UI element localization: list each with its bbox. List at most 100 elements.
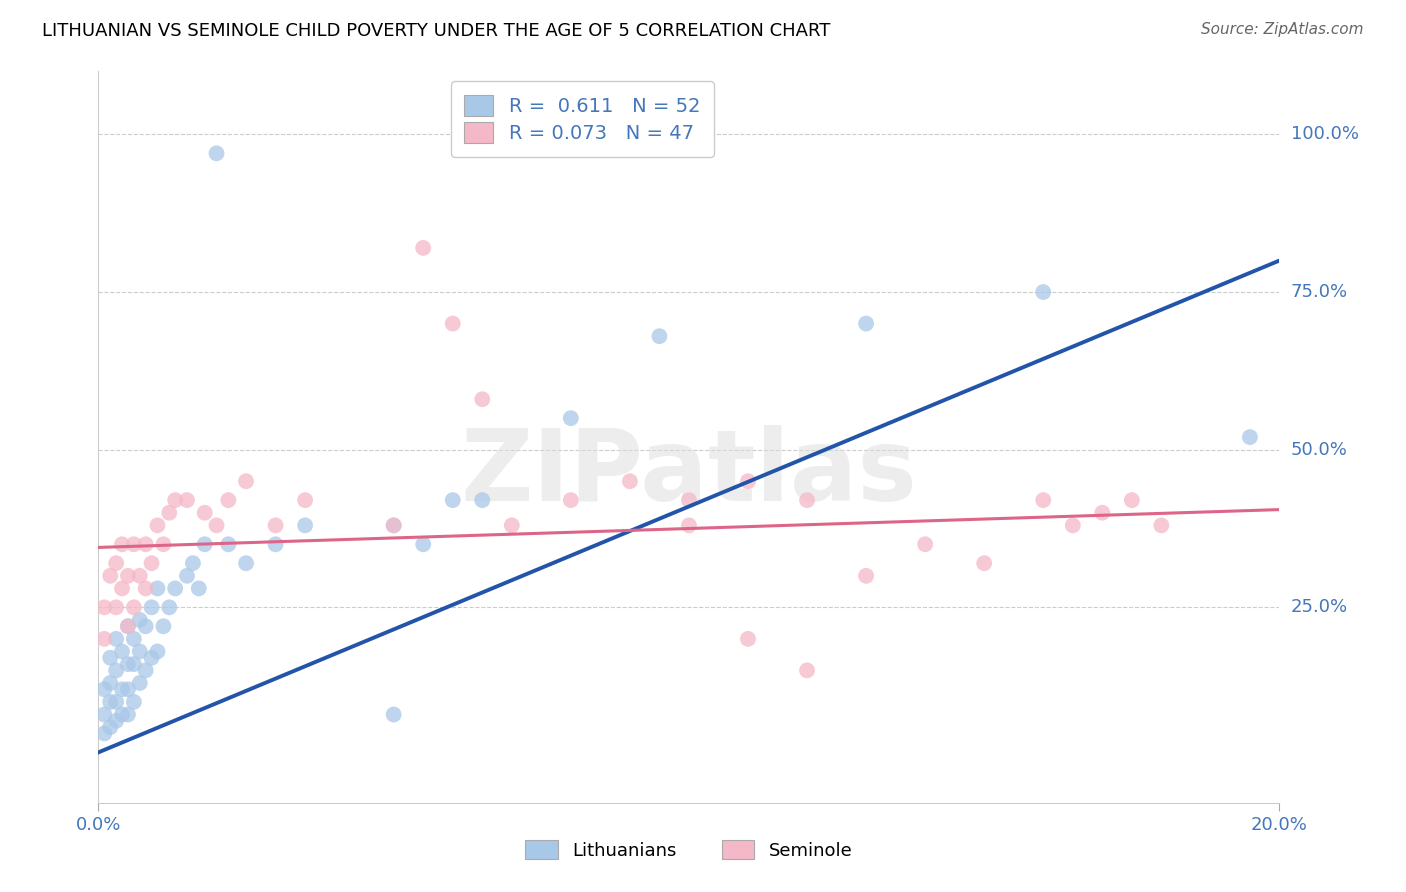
- Point: [796, 664, 818, 678]
- Point: [294, 518, 316, 533]
- Point: [111, 537, 134, 551]
- Text: Source: ZipAtlas.com: Source: ZipAtlas.com: [1201, 22, 1364, 37]
- Point: [471, 493, 494, 508]
- Point: [111, 582, 134, 596]
- Point: [217, 493, 239, 508]
- Point: [141, 556, 163, 570]
- Point: [560, 493, 582, 508]
- Point: [122, 600, 145, 615]
- Point: [264, 537, 287, 551]
- Text: 75.0%: 75.0%: [1291, 283, 1348, 301]
- Point: [217, 537, 239, 551]
- Point: [973, 556, 995, 570]
- Point: [146, 582, 169, 596]
- Point: [135, 537, 157, 551]
- Point: [111, 682, 134, 697]
- Point: [93, 632, 115, 646]
- Point: [98, 720, 121, 734]
- Point: [235, 556, 257, 570]
- Point: [128, 644, 150, 658]
- Text: 25.0%: 25.0%: [1291, 599, 1348, 616]
- Point: [105, 714, 128, 728]
- Point: [105, 695, 128, 709]
- Point: [117, 707, 139, 722]
- Point: [98, 676, 121, 690]
- Point: [141, 650, 163, 665]
- Point: [181, 556, 204, 570]
- Point: [117, 657, 139, 671]
- Point: [914, 537, 936, 551]
- Point: [157, 600, 180, 615]
- Point: [382, 518, 405, 533]
- Point: [412, 537, 434, 551]
- Point: [98, 695, 121, 709]
- Point: [122, 537, 145, 551]
- Point: [205, 146, 228, 161]
- Point: [93, 600, 115, 615]
- Point: [737, 474, 759, 488]
- Point: [441, 493, 464, 508]
- Point: [294, 493, 316, 508]
- Point: [560, 411, 582, 425]
- Point: [93, 726, 115, 740]
- Point: [264, 518, 287, 533]
- Point: [187, 582, 209, 596]
- Point: [105, 664, 128, 678]
- Point: [382, 707, 405, 722]
- Point: [648, 329, 671, 343]
- Text: 50.0%: 50.0%: [1291, 441, 1347, 458]
- Point: [382, 518, 405, 533]
- Point: [205, 518, 228, 533]
- Point: [796, 493, 818, 508]
- Point: [441, 317, 464, 331]
- Point: [117, 619, 139, 633]
- Point: [128, 569, 150, 583]
- Point: [98, 650, 121, 665]
- Point: [194, 506, 217, 520]
- Point: [146, 644, 169, 658]
- Point: [1091, 506, 1114, 520]
- Text: 100.0%: 100.0%: [1291, 126, 1358, 144]
- Point: [141, 600, 163, 615]
- Point: [1032, 285, 1054, 299]
- Point: [737, 632, 759, 646]
- Legend: Lithuanians, Seminole: Lithuanians, Seminole: [519, 833, 859, 867]
- Point: [619, 474, 641, 488]
- Point: [117, 682, 139, 697]
- Point: [117, 569, 139, 583]
- Point: [135, 664, 157, 678]
- Point: [176, 493, 198, 508]
- Point: [678, 518, 700, 533]
- Point: [111, 707, 134, 722]
- Point: [122, 632, 145, 646]
- Point: [1032, 493, 1054, 508]
- Point: [93, 682, 115, 697]
- Point: [1121, 493, 1143, 508]
- Text: ZIPatlas: ZIPatlas: [461, 425, 917, 522]
- Point: [111, 644, 134, 658]
- Point: [471, 392, 494, 407]
- Point: [105, 556, 128, 570]
- Point: [1239, 430, 1261, 444]
- Point: [165, 493, 187, 508]
- Point: [93, 707, 115, 722]
- Point: [152, 619, 174, 633]
- Point: [165, 582, 187, 596]
- Point: [135, 619, 157, 633]
- Point: [117, 619, 139, 633]
- Point: [1150, 518, 1173, 533]
- Point: [855, 317, 877, 331]
- Point: [152, 537, 174, 551]
- Point: [501, 518, 523, 533]
- Point: [128, 676, 150, 690]
- Point: [128, 613, 150, 627]
- Point: [135, 582, 157, 596]
- Text: LITHUANIAN VS SEMINOLE CHILD POVERTY UNDER THE AGE OF 5 CORRELATION CHART: LITHUANIAN VS SEMINOLE CHILD POVERTY UND…: [42, 22, 831, 40]
- Point: [235, 474, 257, 488]
- Point: [146, 518, 169, 533]
- Point: [122, 657, 145, 671]
- Point: [105, 600, 128, 615]
- Point: [122, 695, 145, 709]
- Point: [412, 241, 434, 255]
- Point: [678, 493, 700, 508]
